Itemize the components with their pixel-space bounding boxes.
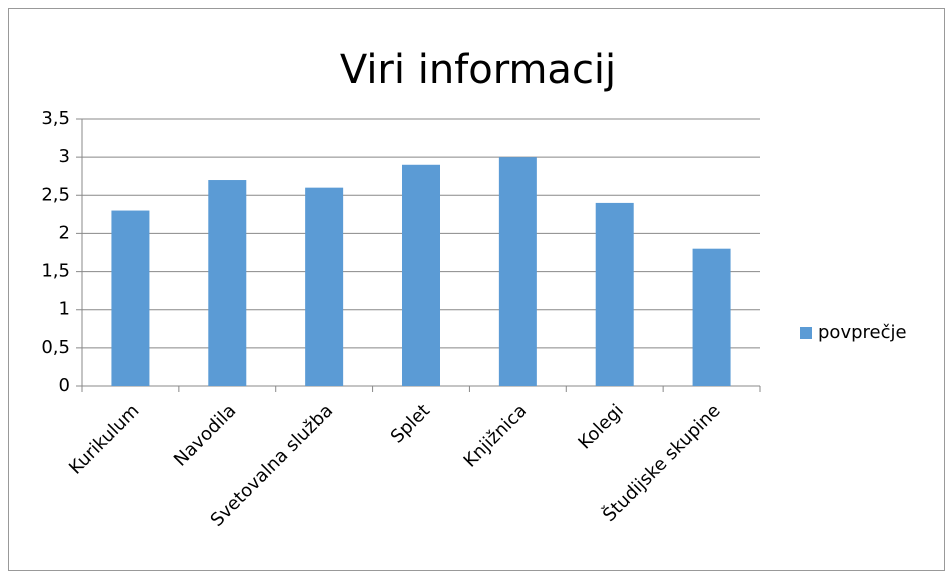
legend-swatch [800, 327, 812, 339]
y-tick-label: 3,5 [41, 108, 70, 129]
y-tick-label: 3 [59, 146, 70, 167]
bar [208, 180, 247, 386]
y-tick-label: 2,5 [41, 184, 70, 205]
bar [111, 210, 150, 386]
chart-title: Viri informacij [340, 47, 616, 93]
bar [402, 164, 440, 386]
y-tick-label: 0,5 [41, 337, 70, 358]
y-tick-label: 1,5 [41, 261, 70, 282]
y-tick-label: 2 [59, 222, 70, 243]
chart-frame [8, 8, 945, 571]
legend-label: povprečje [818, 322, 907, 343]
bar [692, 248, 731, 386]
bar [595, 202, 634, 386]
bar [498, 157, 537, 386]
y-tick-label: 1 [59, 299, 70, 320]
y-tick-label: 0 [59, 375, 70, 396]
bar [305, 187, 344, 386]
